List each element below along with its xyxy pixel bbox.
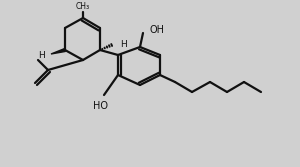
Text: HO: HO	[92, 101, 107, 111]
Text: CH₃: CH₃	[76, 2, 90, 11]
Text: H: H	[120, 40, 127, 48]
Polygon shape	[51, 49, 65, 54]
Text: H: H	[38, 50, 45, 59]
Text: OH: OH	[149, 25, 164, 35]
